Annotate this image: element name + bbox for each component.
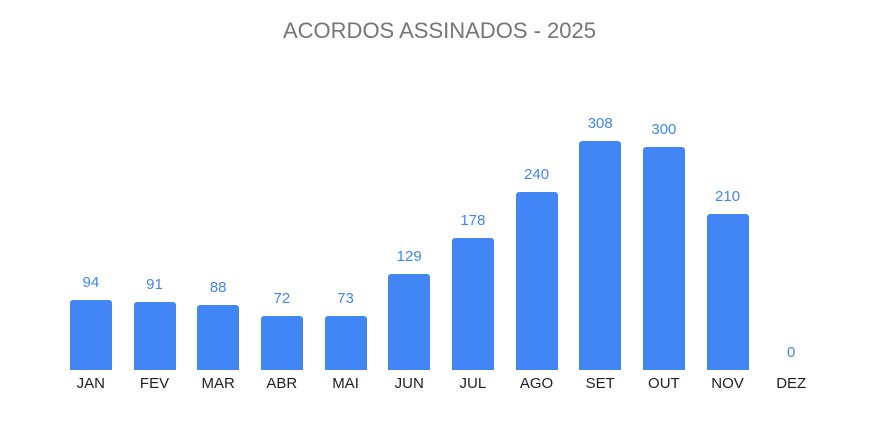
bar-value-label: 0 <box>787 344 796 361</box>
bar-value-label: 88 <box>209 279 227 296</box>
x-axis-label: NOV <box>711 375 744 392</box>
bar-value-label: 72 <box>273 290 291 307</box>
bar-value-label: 91 <box>146 276 163 293</box>
bar-column: 94 <box>59 80 123 370</box>
bar[interactable] <box>515 192 558 370</box>
bar[interactable] <box>579 141 622 370</box>
bar[interactable] <box>260 316 303 370</box>
bar-column: 91 <box>123 80 187 370</box>
bar[interactable] <box>706 214 749 370</box>
x-axis: JAN FEV MAR ABR MAI JUN JUL AGO SET OUT NOV DEZ <box>59 375 823 393</box>
x-axis-label: AGO <box>519 375 554 392</box>
x-axis-label: SET <box>585 375 615 392</box>
x-axis-label: OUT <box>648 375 680 392</box>
bar-value-label: 240 <box>524 166 550 183</box>
bar-column: 129 <box>377 80 441 370</box>
bar[interactable] <box>451 238 494 370</box>
x-axis-label: JUN <box>394 375 424 392</box>
bar-value-label: 178 <box>460 212 486 229</box>
bar-value-label: 129 <box>396 248 422 265</box>
bar[interactable] <box>69 300 112 370</box>
bar-column: 72 <box>250 80 314 370</box>
bar[interactable] <box>388 274 431 370</box>
x-axis-label: FEV <box>139 375 170 392</box>
x-axis-label: MAI <box>332 375 359 392</box>
bar-value-label: 308 <box>587 115 613 132</box>
bar-column: 308 <box>568 80 632 370</box>
bar-column: 0 <box>759 80 823 370</box>
bar[interactable] <box>133 302 176 370</box>
bar-value-label: 210 <box>715 188 741 205</box>
bar[interactable] <box>324 316 367 370</box>
bar-column: 210 <box>696 80 760 370</box>
chart-title: ACORDOS ASSINADOS - 2025 <box>283 18 596 43</box>
x-axis-label: JUL <box>459 375 487 392</box>
x-axis-label: DEZ <box>776 375 807 392</box>
bar-column: 73 <box>314 80 378 370</box>
bar-column: 88 <box>186 80 250 370</box>
bar-value-label: 94 <box>82 274 100 291</box>
x-axis-label: JAN <box>76 375 105 392</box>
bar[interactable] <box>642 147 685 370</box>
plot-area: 94 91 88 72 73 129 178 240 308 300 210 0 <box>59 80 823 370</box>
x-axis-label: ABR <box>266 375 298 392</box>
bar[interactable] <box>197 305 240 370</box>
bar-value-label: 73 <box>337 290 354 307</box>
bar-column: 240 <box>505 80 569 370</box>
x-axis-label: MAR <box>201 375 235 392</box>
bar-value-label: 300 <box>651 121 677 138</box>
bar-column: 300 <box>632 80 696 370</box>
bar-column: 178 <box>441 80 505 370</box>
